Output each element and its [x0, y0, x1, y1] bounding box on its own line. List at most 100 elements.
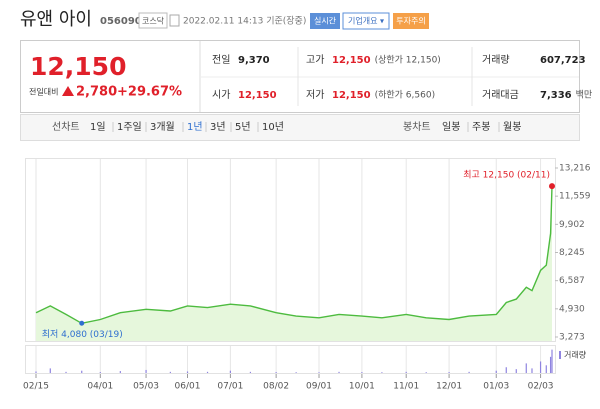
button-label[interactable]: 실시간	[314, 16, 337, 26]
button[interactable]	[393, 13, 429, 29]
stat-value: 12,150	[238, 90, 277, 101]
stat-label: 저가	[306, 89, 324, 101]
x-tick-label: 12/01	[436, 382, 462, 392]
volume-legend: 거래량	[564, 350, 587, 360]
x-tick-label: 11/01	[393, 382, 419, 392]
volume-bar	[549, 356, 552, 373]
tab[interactable]: 주봉	[472, 121, 490, 133]
y-tick-label: 8,245	[559, 248, 585, 258]
volume-bar	[81, 370, 83, 373]
volume-bar	[495, 370, 497, 373]
volume-bar	[99, 372, 101, 373]
stat-label: 시가	[212, 89, 230, 101]
volume-bar	[145, 369, 147, 373]
volume-bar	[515, 369, 517, 373]
volume-bar	[65, 371, 67, 373]
change-pct: +29.67%	[117, 85, 182, 100]
min-label: 최저 4,080 (03/19)	[42, 329, 123, 340]
tab[interactable]: 일봉	[442, 121, 460, 133]
tab[interactable]: 10년	[262, 121, 284, 133]
x-tick-label: 07/01	[217, 382, 243, 392]
tab[interactable]: 5년	[235, 121, 251, 133]
volume-bar	[119, 371, 121, 373]
volume-bar	[275, 372, 277, 373]
max-marker	[549, 183, 555, 190]
y-tick-label: 3,273	[559, 333, 585, 343]
volume-bar	[505, 367, 507, 373]
volume-bar	[448, 372, 450, 373]
stat-label: 전일	[212, 54, 230, 66]
stat-note: (하한가 6,560)	[375, 90, 436, 101]
volume-bar	[425, 372, 427, 373]
stock-name: 유앤 아이	[20, 9, 92, 30]
tab[interactable]: 1일	[90, 121, 106, 133]
volume-bar	[229, 370, 231, 373]
volume-bar	[361, 372, 363, 373]
timestamp: 2022.02.11 14:13 기준(장중)	[183, 16, 306, 27]
line	[35, 186, 553, 325]
stat-label: 고가	[306, 54, 324, 66]
stat-value: 607,723	[540, 55, 586, 66]
market-label: 코스닥	[142, 16, 165, 26]
x-tick-label: 09/01	[306, 382, 332, 392]
volume-bar	[551, 349, 553, 373]
button-label[interactable]: 투자주의	[396, 16, 425, 26]
stat-value: 12,150	[332, 55, 371, 66]
market-badge	[138, 12, 168, 29]
x-tick-label: 02/15	[23, 382, 49, 392]
tab[interactable]: 3년	[210, 121, 226, 133]
volume-bar	[545, 365, 547, 373]
max-label: 최고 12,150 (02/11)	[463, 170, 550, 181]
volume-bar	[249, 371, 252, 373]
change-label: 전일대비	[29, 87, 58, 97]
volume-bar	[169, 371, 171, 373]
button-label[interactable]: 기업개요 ▾	[348, 16, 384, 26]
volume-bar	[539, 361, 542, 373]
change: 2,780	[76, 85, 117, 100]
volume-bar	[186, 371, 189, 373]
stock-code: 056090	[100, 16, 142, 27]
volume-area	[25, 345, 556, 374]
volume-bar	[318, 372, 320, 373]
y-tick-label: 13,216	[559, 164, 591, 174]
tab-group-label: 선차트	[52, 121, 80, 133]
button[interactable]	[310, 13, 340, 29]
volume-legend-swatch	[559, 351, 561, 359]
tab[interactable]: 월봉	[503, 121, 521, 133]
stat-label: 거래대금	[482, 89, 519, 101]
tab[interactable]: 3개월	[150, 121, 175, 133]
stat-label: 거래량	[482, 54, 510, 66]
stat-value: 12,150	[332, 90, 371, 101]
x-tick-label: 06/01	[175, 382, 201, 392]
volume-bar	[381, 372, 383, 373]
tab[interactable]: 1주일	[117, 121, 142, 133]
plot-area	[25, 158, 556, 342]
area	[36, 186, 552, 341]
tab-bar	[20, 114, 580, 141]
y-tick-label: 9,902	[559, 220, 585, 230]
x-tick-label: 02/03	[528, 382, 554, 392]
y-tick-label: 4,930	[559, 304, 585, 314]
stat-value: 7,336	[540, 90, 572, 101]
stat-note: (상한가 12,150)	[375, 55, 441, 66]
y-tick-label: 11,559	[559, 192, 591, 202]
volume-bar	[525, 363, 527, 373]
volume-bar	[295, 372, 297, 373]
x-tick-label: 05/03	[133, 382, 159, 392]
volume-bar	[206, 371, 209, 373]
price: 12,150	[30, 52, 126, 81]
x-tick-label: 08/02	[263, 382, 289, 392]
x-tick-label: 01/03	[483, 382, 509, 392]
volume-bar	[468, 371, 470, 373]
x-tick-label: 10/01	[349, 382, 375, 392]
stat-note: 백만	[576, 90, 593, 101]
min-marker	[79, 320, 85, 326]
stat-value: 9,370	[238, 55, 270, 66]
volume-bar	[49, 368, 51, 373]
volume-bar	[35, 371, 37, 373]
up-arrow	[62, 86, 74, 96]
volume-bar	[405, 371, 407, 373]
tab[interactable]: 1년	[187, 121, 203, 133]
button[interactable]	[342, 12, 390, 30]
